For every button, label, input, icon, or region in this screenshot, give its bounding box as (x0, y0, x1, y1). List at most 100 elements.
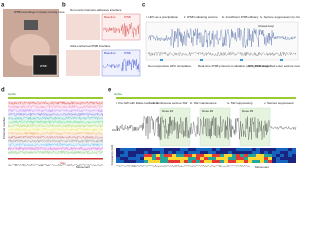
spectrogram-cell (276, 148, 280, 151)
spectrogram-cell (140, 154, 144, 157)
spectrogram-cell (152, 154, 156, 157)
spectrogram-cell (192, 151, 196, 154)
dose-box (239, 107, 271, 147)
spectrogram-cell (204, 154, 208, 157)
spectrogram-cell (288, 151, 292, 154)
spectrogram-cell (220, 151, 224, 154)
spectrogram-cell (272, 160, 276, 163)
waveform (102, 26, 121, 34)
spectrogram-cell (200, 157, 204, 160)
phase-label: iv. SW suppressing (227, 101, 253, 105)
spectrogram-cell (232, 160, 236, 163)
spectrogram-cell (188, 151, 192, 154)
spectrogram-cell (180, 151, 184, 154)
spectrogram-cell (220, 157, 224, 160)
spectrogram-cell (252, 148, 256, 151)
spectrogram-cell (256, 154, 260, 157)
spectrogram-cell (136, 154, 140, 157)
spectrogram-cell (284, 157, 288, 160)
spectrogram-cell (212, 154, 216, 157)
spectrogram-cell (116, 160, 120, 163)
spectrogram-cell (288, 157, 292, 160)
spectrogram-cell (128, 151, 132, 154)
spectrogram-cell (200, 160, 204, 163)
spectrogram-cell (276, 160, 280, 163)
spectrogram-cell (132, 160, 136, 163)
schematic (66, 50, 100, 76)
spectrogram-cell (216, 157, 220, 160)
channel-band (8, 116, 103, 120)
waveform (7, 135, 104, 139)
spectrogram-cell (276, 157, 280, 160)
channel-band (8, 108, 103, 113)
spectrogram-cell (268, 160, 272, 163)
spectrogram-cell (280, 157, 284, 160)
spectrogram-cell (288, 154, 292, 157)
spectrogram-cell (212, 160, 216, 163)
spectrogram-cell (140, 160, 144, 163)
spectrogram-cell (148, 154, 152, 157)
spectrogram-cell (188, 148, 192, 151)
spectrogram-cell (292, 148, 296, 151)
spectrogram-cell (120, 151, 124, 154)
spectrogram-cell (268, 148, 272, 151)
spectrogram-cell (256, 148, 260, 151)
spectrogram-cell (204, 160, 208, 163)
schematic (66, 14, 100, 40)
note: Ictal iPSB intensified enter seizure rec… (248, 64, 300, 68)
waveform (120, 58, 140, 73)
spectrogram-cell (268, 157, 272, 160)
spectrogram-cell (184, 148, 188, 151)
spectrogram-cell (136, 160, 140, 163)
spectrogram-cell (268, 154, 272, 157)
spectrogram-cell (208, 154, 212, 157)
spectrogram-cell (144, 157, 148, 160)
spectrogram-cell (244, 157, 248, 160)
trace-label: iPSB (124, 51, 131, 55)
spectrogram-cell (176, 157, 180, 160)
stim: Stim (60, 161, 67, 165)
stim-bar (8, 158, 103, 160)
spectrogram-cell (116, 157, 120, 160)
spectrogram-cell (284, 151, 288, 154)
caption: iPSB recordings in freely moving mice (14, 10, 65, 14)
spectrogram-cell (272, 154, 276, 157)
spectrogram-cell (116, 151, 120, 154)
spectrogram-cell (188, 154, 192, 157)
spectrogram-cell (156, 154, 160, 157)
spectrogram-cell (196, 148, 200, 151)
closed-loop: Closed-loop (258, 24, 274, 28)
spectrogram-cell (280, 148, 284, 151)
spectrogram-cell (236, 148, 240, 151)
spectrogram-cell (224, 151, 228, 154)
spectrogram-cell (272, 151, 276, 154)
spectrogram-cell (220, 154, 224, 157)
movement: Movement (255, 165, 269, 169)
waveform (7, 112, 104, 117)
spectrogram-cell (180, 154, 184, 157)
spectrogram-cell (164, 148, 168, 151)
spectrogram-cell (116, 154, 120, 157)
step-label: ii. iPSB indicating seizure (184, 15, 218, 19)
spectrogram-cell (196, 154, 200, 157)
spectrogram-cell (132, 148, 136, 151)
spectrogram-cell (152, 160, 156, 163)
spectrogram-cell (160, 157, 164, 160)
spectrogram-cell (136, 157, 140, 160)
interface-label: Ultra-conformal iPSB interface (70, 44, 111, 48)
spectrogram-cell (160, 151, 164, 154)
panel-label: c (142, 3, 146, 9)
spectrogram-cell (168, 157, 172, 160)
spectrogram-cell (172, 148, 176, 151)
panel-label: b (62, 3, 66, 9)
spectrogram-cell (208, 148, 212, 151)
spectrogram-cell (232, 148, 236, 151)
spectrogram-cell (188, 157, 192, 160)
spectrogram-cell (208, 151, 212, 154)
spectrogram-cell (248, 154, 252, 157)
spectrogram-cell (260, 154, 264, 157)
spectrogram-cell (292, 160, 296, 163)
trace-label: Baseline (104, 51, 116, 55)
inset-photo (32, 54, 58, 76)
phase-label: i. Pre-SW with Delta oscillations (116, 101, 159, 105)
